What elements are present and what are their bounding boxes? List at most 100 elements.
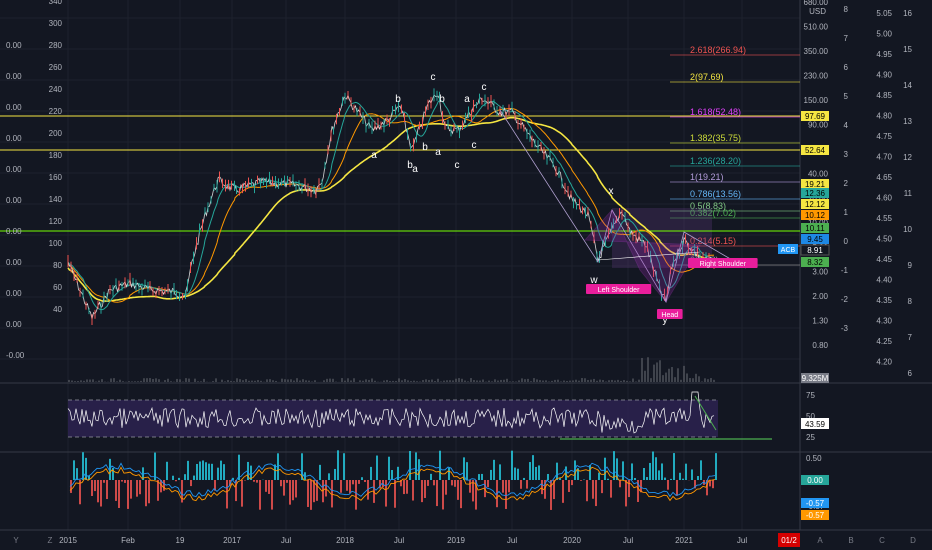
- macd-bar: [217, 467, 219, 480]
- pattern-drawings[interactable]: [499, 109, 747, 304]
- volume-bar: [272, 380, 274, 382]
- macd-bar: [655, 457, 657, 480]
- macd-bar: [664, 477, 666, 480]
- volume-bar: [656, 362, 658, 382]
- volume-bar: [395, 380, 397, 382]
- macd-bar: [679, 472, 681, 480]
- volume-bar: [266, 379, 268, 382]
- volume-bar: [413, 380, 415, 382]
- axis4-tick: 6: [908, 369, 913, 378]
- x-tick: 2017: [223, 536, 241, 545]
- macd-bar: [316, 480, 318, 501]
- macd-bar: [430, 473, 432, 480]
- bottom-letter: B: [848, 536, 853, 545]
- macd-bar: [502, 480, 504, 493]
- time-axis[interactable]: Y Z A B C D 01/2: [13, 533, 916, 547]
- horizontal-lines[interactable]: [0, 115, 800, 232]
- macd-bar: [238, 454, 240, 480]
- macd-bar: [199, 461, 201, 480]
- axis3-tick: 4.75: [876, 132, 892, 141]
- head-shoulders-shape: [584, 209, 701, 303]
- volume-bar: [428, 379, 430, 382]
- macd-bar: [550, 480, 552, 510]
- volume-bar: [710, 378, 712, 382]
- volume-bar: [620, 380, 622, 382]
- volume-bar: [299, 380, 301, 382]
- axis4-tick: 11: [904, 189, 913, 198]
- macd-tag: -0.57: [806, 511, 825, 520]
- volume-bar: [680, 379, 682, 382]
- x-tick: 2018: [336, 536, 354, 545]
- macd-bar: [82, 452, 84, 480]
- price-tag-box: [801, 145, 829, 155]
- macd-bar: [220, 460, 222, 480]
- volume-bar: [386, 379, 388, 382]
- volume-bar: [551, 380, 553, 382]
- macd-bar: [466, 462, 468, 480]
- volume-bar: [188, 378, 190, 382]
- volume-bar: [389, 380, 391, 382]
- volume-bar: [332, 378, 334, 382]
- macd-bar: [508, 480, 510, 493]
- price-tag-box: [801, 373, 829, 383]
- macd-bar: [475, 480, 477, 510]
- wave-label: b: [439, 94, 445, 105]
- wave-label: c: [482, 82, 487, 93]
- macd-bar: [586, 480, 588, 502]
- macd-bar: [175, 480, 177, 482]
- volume-bar: [251, 380, 253, 382]
- price-tick: 3.00: [812, 268, 828, 277]
- price-tick: 90.00: [808, 121, 829, 130]
- volume-bar: [563, 380, 565, 382]
- price-tag-box: [801, 257, 829, 267]
- macd-bar: [379, 480, 381, 489]
- macd-bar: [301, 453, 303, 480]
- volume-bar: [482, 379, 484, 382]
- macd-bar: [598, 472, 600, 480]
- macd-bar: [469, 480, 471, 493]
- axis2-tick: -3: [841, 324, 849, 333]
- price-tag-label: 8.32: [807, 258, 823, 267]
- bottom-letter: Z: [48, 536, 53, 545]
- axis2-tick: 3: [844, 150, 849, 159]
- left-tick: 260: [49, 63, 63, 72]
- volume-bar: [518, 380, 520, 382]
- volume-bar: [131, 381, 133, 382]
- far-left-tick: 0.00: [6, 165, 22, 174]
- macd-bar: [256, 480, 258, 483]
- axis3-tick: 4.55: [876, 214, 892, 223]
- volume-bar: [623, 380, 625, 382]
- wave-label: c: [455, 160, 460, 171]
- price-tick: 150.00: [804, 96, 829, 105]
- macd-bar: [253, 480, 255, 482]
- volume-bar: [524, 379, 526, 382]
- volume-bar: [398, 378, 400, 382]
- wave-label: c: [472, 140, 477, 151]
- macd-bar: [487, 480, 489, 488]
- macd-bar: [445, 480, 447, 495]
- left-tick: 120: [49, 217, 63, 226]
- macd-bar: [682, 478, 684, 480]
- volume-bar: [533, 378, 535, 382]
- x-tick: 19: [176, 536, 185, 545]
- macd-bar: [697, 476, 699, 480]
- macd-bar: [535, 466, 537, 480]
- macd-bar: [355, 480, 357, 510]
- left-tick: 340: [49, 0, 63, 6]
- price-tag-box: [800, 244, 830, 256]
- macd-bar: [109, 458, 111, 480]
- macd-bar: [370, 466, 372, 480]
- macd-bar: [454, 480, 456, 487]
- volume-bar: [269, 379, 271, 382]
- volume-bar: [326, 378, 328, 382]
- price-tick: 1.30: [812, 317, 828, 326]
- volume-bar: [686, 373, 688, 382]
- left-tick: 280: [49, 41, 63, 50]
- volume-bar: [74, 381, 76, 382]
- fib-label: 2(97.69): [690, 72, 724, 82]
- macd-bar: [622, 461, 624, 480]
- volume-bar: [92, 379, 94, 382]
- macd-bar: [226, 480, 228, 509]
- macd-bar: [691, 469, 693, 480]
